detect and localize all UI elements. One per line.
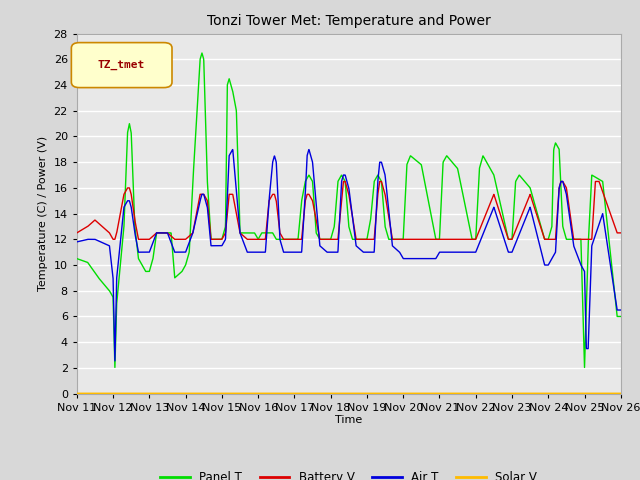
Battery V <box>548 237 556 242</box>
Solar V <box>282 391 289 396</box>
Battery V <box>607 211 614 217</box>
Line: Panel T: Panel T <box>77 53 621 368</box>
Panel T <box>135 256 143 262</box>
Air T <box>607 263 614 268</box>
Solar V <box>617 391 625 396</box>
Air T <box>111 358 119 364</box>
Panel T <box>305 173 313 179</box>
Title: Tonzi Tower Met: Temperature and Power: Tonzi Tower Met: Temperature and Power <box>207 14 491 28</box>
Air T <box>168 240 175 246</box>
Battery V <box>340 179 348 184</box>
Panel T <box>198 50 206 56</box>
Y-axis label: Temperature (C) / Power (V): Temperature (C) / Power (V) <box>38 136 48 291</box>
Battery V <box>109 237 117 242</box>
Solar V <box>606 391 614 396</box>
Air T <box>73 239 81 245</box>
Panel T <box>73 256 81 262</box>
Battery V <box>305 192 313 198</box>
Air T <box>135 249 143 255</box>
Air T <box>282 249 290 255</box>
Air T <box>548 256 556 262</box>
Panel T <box>580 365 588 371</box>
Solar V <box>135 391 143 396</box>
Air T <box>617 307 625 313</box>
Line: Battery V: Battery V <box>77 181 621 240</box>
Air T <box>228 147 236 153</box>
Panel T <box>282 237 289 242</box>
Battery V <box>73 230 81 236</box>
Solar V <box>548 391 556 396</box>
Panel T <box>607 251 614 257</box>
Panel T <box>167 230 175 236</box>
FancyBboxPatch shape <box>72 43 172 87</box>
X-axis label: Time: Time <box>335 415 362 425</box>
Solar V <box>305 391 313 396</box>
Battery V <box>135 237 143 242</box>
Text: TZ_tmet: TZ_tmet <box>98 60 145 71</box>
Battery V <box>282 237 289 242</box>
Battery V <box>617 230 625 236</box>
Panel T <box>548 224 556 230</box>
Legend: Panel T, Battery V, Air T, Solar V: Panel T, Battery V, Air T, Solar V <box>156 466 542 480</box>
Solar V <box>73 391 81 396</box>
Solar V <box>167 391 175 396</box>
Battery V <box>168 233 175 239</box>
Air T <box>305 148 313 154</box>
Panel T <box>617 313 625 319</box>
Line: Air T: Air T <box>77 150 621 361</box>
